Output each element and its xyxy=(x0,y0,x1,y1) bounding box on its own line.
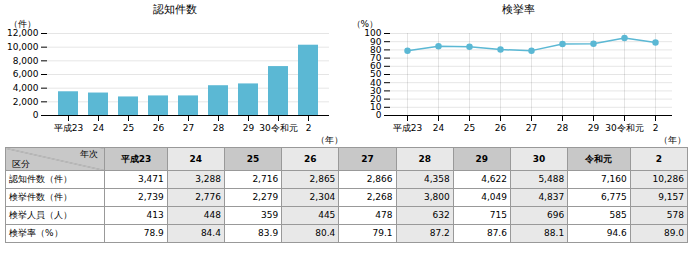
svg-text:平成23: 平成23 xyxy=(54,123,83,133)
html-text:445: 445 xyxy=(318,210,336,220)
svg-text:29: 29 xyxy=(243,123,255,133)
html-text:2,279: 2,279 xyxy=(252,192,279,202)
html-text:認知件数: 認知件数 xyxy=(153,3,197,16)
svg-text:0: 0 xyxy=(33,110,39,120)
svg-text:50: 50 xyxy=(370,69,382,80)
html-text:検挙率（%）: 検挙率（%） xyxy=(9,228,63,238)
html-text:632: 632 xyxy=(432,210,450,220)
svg-text:26: 26 xyxy=(153,123,165,133)
html-text:検挙率: 検挙率 xyxy=(501,3,535,16)
svg-text:30: 30 xyxy=(370,85,382,96)
html-text:448: 448 xyxy=(203,210,221,220)
html-text:87.2: 87.2 xyxy=(429,228,450,238)
html-text:年次: 年次 xyxy=(80,149,99,159)
html-text:89.0: 89.0 xyxy=(664,228,684,238)
html-text:3,471: 3,471 xyxy=(138,174,164,184)
svg-text:4,000: 4,000 xyxy=(13,83,39,93)
svg-text:70: 70 xyxy=(370,53,382,63)
svg-text:2,000: 2,000 xyxy=(13,97,39,107)
html-text:平成23: 平成23 xyxy=(120,153,152,164)
html-text:413: 413 xyxy=(146,210,164,220)
html-text:7,160: 7,160 xyxy=(600,174,627,184)
html-text:10,286: 10,286 xyxy=(652,174,684,184)
html-text:2,865: 2,865 xyxy=(309,174,336,184)
svg-text:27: 27 xyxy=(526,123,537,133)
svg-text:平成23: 平成23 xyxy=(393,123,422,133)
html-text:2,739: 2,739 xyxy=(138,192,164,202)
html-text:87.6: 87.6 xyxy=(486,228,507,238)
svg-text:（%）: （%） xyxy=(352,19,379,29)
html-text:2,776: 2,776 xyxy=(195,192,221,202)
html-text:83.9: 83.9 xyxy=(258,228,279,238)
svg-text:2: 2 xyxy=(653,123,659,133)
svg-text:6,000: 6,000 xyxy=(13,69,39,79)
svg-text:20: 20 xyxy=(370,94,382,104)
svg-text:30令和元: 30令和元 xyxy=(259,123,297,133)
svg-text:28: 28 xyxy=(557,123,569,133)
html-text:2,304: 2,304 xyxy=(309,192,336,202)
html-text:4,049: 4,049 xyxy=(481,192,507,202)
svg-text:90: 90 xyxy=(370,36,382,47)
html-text:478: 478 xyxy=(375,210,393,220)
html-text:4,358: 4,358 xyxy=(424,174,450,184)
html-text:令和元: 令和元 xyxy=(585,153,613,164)
svg-text:12,000: 12,000 xyxy=(7,28,39,38)
html-text:6,775: 6,775 xyxy=(600,192,627,202)
svg-text:25: 25 xyxy=(123,123,134,133)
html-text:4,622: 4,622 xyxy=(481,174,507,184)
html-text:84.4: 84.4 xyxy=(200,228,221,238)
svg-text:27: 27 xyxy=(183,123,194,133)
html-text:359: 359 xyxy=(261,210,279,220)
html-text:80.4: 80.4 xyxy=(315,228,336,238)
html-text:78.9: 78.9 xyxy=(143,228,164,238)
html-text:28: 28 xyxy=(418,153,431,164)
svg-text:24: 24 xyxy=(433,123,445,133)
html-text:2,866: 2,866 xyxy=(366,174,393,184)
svg-text:10,000: 10,000 xyxy=(7,42,39,52)
html-text:30: 30 xyxy=(532,153,546,164)
svg-text:29: 29 xyxy=(588,123,600,133)
svg-text:60: 60 xyxy=(370,61,382,72)
svg-text:25: 25 xyxy=(464,123,475,133)
html-text:79.1: 79.1 xyxy=(372,228,393,238)
html-text:9,157: 9,157 xyxy=(658,192,684,202)
html-text:29: 29 xyxy=(475,153,489,164)
svg-text:（年）: （年） xyxy=(316,135,343,145)
svg-text:40: 40 xyxy=(370,77,382,88)
svg-text:100: 100 xyxy=(364,28,381,38)
svg-text:24: 24 xyxy=(93,123,105,133)
html-text:715: 715 xyxy=(489,210,507,220)
html-text:検挙人員（人）: 検挙人員（人） xyxy=(9,210,72,220)
html-text:5,488: 5,488 xyxy=(538,174,565,184)
svg-text:8,000: 8,000 xyxy=(13,56,39,66)
html-text:4,837: 4,837 xyxy=(538,192,565,202)
html-text:25: 25 xyxy=(246,153,260,164)
html-text:578: 578 xyxy=(666,210,684,220)
html-text:585: 585 xyxy=(609,210,627,220)
html-text:2,268: 2,268 xyxy=(366,192,393,202)
html-text:3,288: 3,288 xyxy=(195,174,221,184)
html-text:24: 24 xyxy=(189,153,203,164)
html-text:2,716: 2,716 xyxy=(252,174,279,184)
html-text:26: 26 xyxy=(304,153,317,164)
svg-text:80: 80 xyxy=(370,44,382,55)
html-text:27: 27 xyxy=(361,153,374,164)
html-text:区分: 区分 xyxy=(12,159,30,169)
svg-text:0: 0 xyxy=(375,110,382,121)
html-text:88.1: 88.1 xyxy=(544,228,565,238)
html-text:2: 2 xyxy=(655,153,662,164)
svg-text:30令和元: 30令和元 xyxy=(605,123,643,133)
svg-text:10: 10 xyxy=(370,102,382,113)
svg-text:26: 26 xyxy=(495,123,507,133)
html-text:94.6: 94.6 xyxy=(606,228,627,238)
html-text:検挙件数（件）: 検挙件数（件） xyxy=(9,192,72,202)
svg-text:2: 2 xyxy=(306,123,312,133)
html-text:3,800: 3,800 xyxy=(424,192,450,202)
html-text:696: 696 xyxy=(547,210,565,220)
svg-text:28: 28 xyxy=(213,123,225,133)
html-text:認知件数（件）: 認知件数（件） xyxy=(9,174,72,184)
svg-text:（年）: （年） xyxy=(659,135,686,145)
svg-text:（件）: （件） xyxy=(9,19,36,29)
